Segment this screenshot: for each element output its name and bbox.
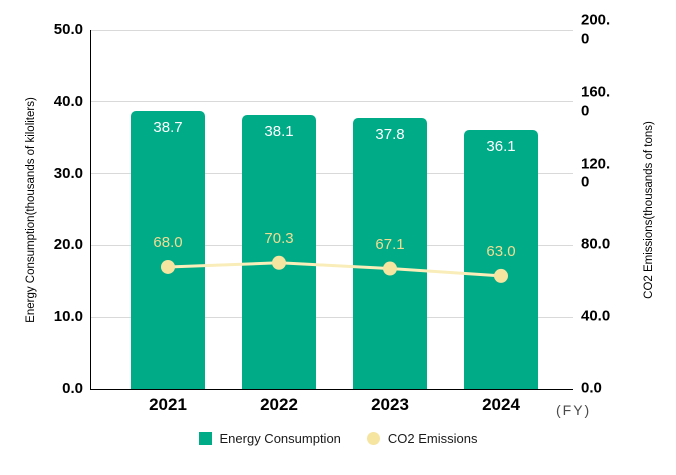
legend-item: CO2 Emissions [366, 431, 478, 446]
bar-value-label: 36.1 [486, 137, 516, 155]
x-axis-label: 2023 [371, 395, 409, 414]
y-axis-tick-left: 10.0 [53, 308, 83, 326]
bar [353, 117, 427, 389]
bar-value-label: 38.7 [153, 119, 183, 137]
bar [464, 129, 538, 389]
line-value-label: 68.0 [153, 233, 183, 251]
gridline [91, 244, 573, 246]
y-axis-tick-right: 160.0 [581, 83, 611, 119]
legend-label: CO2 Emissions [387, 431, 478, 446]
y-axis-tick-right: 0.0 [581, 379, 602, 397]
x-axis-line [89, 388, 573, 390]
y-axis-tick-left: 50.0 [53, 21, 83, 38]
legend: Energy Consumption CO2 Emissions [0, 431, 676, 446]
line-value-label: 67.1 [375, 235, 405, 253]
x-axis-label: 2024 [482, 395, 520, 414]
gridline [91, 101, 573, 103]
bar-value-label: 38.1 [264, 123, 294, 141]
y-axis-tick-right: 40.0 [581, 307, 611, 325]
y-axis-tick-left: 30.0 [53, 164, 83, 182]
y-axis-tick-left: 40.0 [53, 92, 83, 110]
x-axis-unit-label: (FY) [556, 402, 592, 418]
line-value-label: 63.0 [486, 242, 516, 260]
x-axis-label: 2021 [149, 395, 187, 414]
y-axis-line [89, 30, 91, 390]
bar [242, 115, 316, 389]
line-value-label: 70.3 [264, 229, 294, 247]
bar [131, 111, 205, 389]
gridline [91, 29, 573, 31]
y-axis-tick-right: 120.0 [581, 154, 611, 191]
y-axis-tick-left: 0.0 [62, 380, 83, 397]
legend-item: Energy Consumption [198, 431, 341, 446]
y-axis-tick-right: 200.0 [581, 11, 611, 47]
co2-emissions-line [166, 261, 503, 278]
gridline [91, 316, 573, 318]
legend-swatch-square [198, 432, 212, 445]
y-axis-tick-right: 80.0 [581, 236, 611, 254]
bar-value-label: 37.8 [375, 125, 405, 143]
y-axis-tick-left: 20.0 [53, 236, 83, 254]
legend-swatch-circle [366, 432, 380, 445]
legend-label: Energy Consumption [219, 431, 341, 446]
gridline [91, 173, 573, 175]
x-axis-label: 2022 [260, 395, 298, 414]
